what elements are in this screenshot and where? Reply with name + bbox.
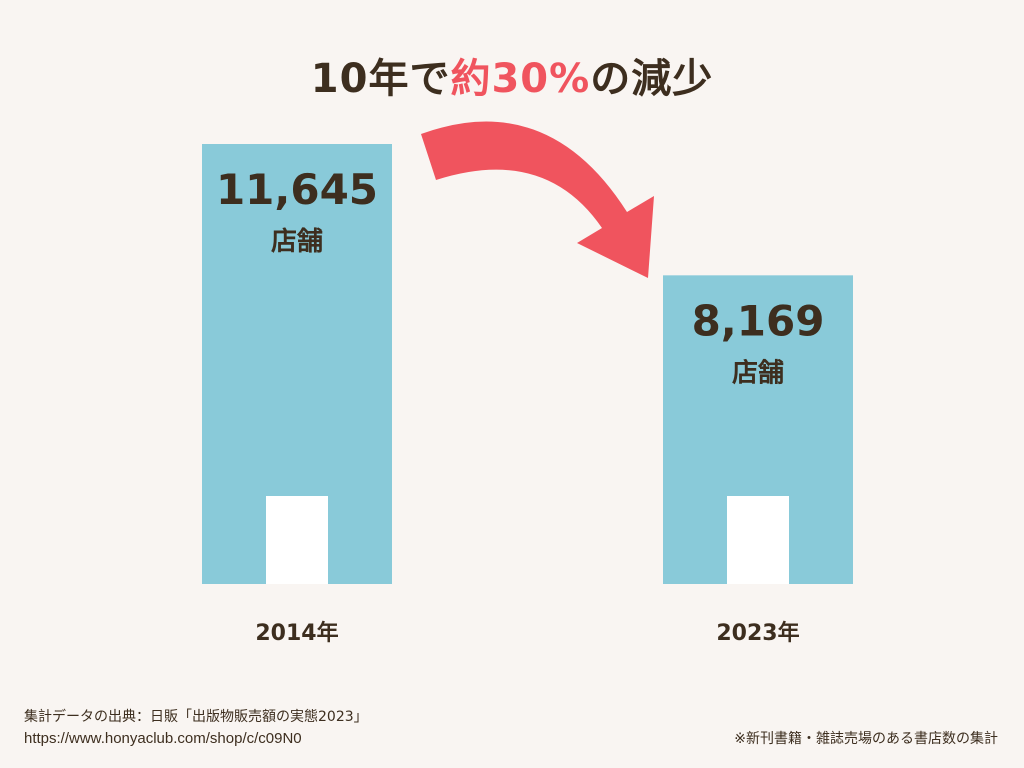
category-label-1: 2014年 <box>255 620 338 646</box>
title-part1: 10年で <box>310 56 451 102</box>
source-line: 集計データの出典：日販「出版物販売額の実態2023」 <box>24 709 368 725</box>
chart-title: 10年で約30%の減少 <box>0 46 1024 104</box>
curved-down-arrow-icon <box>421 121 654 278</box>
bar-unit-label-1: 店舗 <box>271 227 323 257</box>
bar-door-2 <box>727 496 789 584</box>
footnote: ※新刊書籍・雑誌売場のある書店数の集計 <box>734 731 998 747</box>
bar-door-1 <box>266 496 328 584</box>
bar-value-label-1: 11,645 <box>216 165 378 214</box>
title-accent: 約30% <box>450 56 591 102</box>
bar-value-label-2: 8,169 <box>692 296 825 345</box>
title-part2: の減少 <box>590 56 714 102</box>
source-url[interactable]: https://www.honyaclub.com/shop/c/c09N0 <box>24 730 302 747</box>
category-label-2: 2023年 <box>716 620 799 646</box>
bar-unit-label-2: 店舗 <box>732 358 784 388</box>
source-citation: 集計データの出典：日販「出版物販売額の実態2023」 https://www.h… <box>24 706 368 750</box>
